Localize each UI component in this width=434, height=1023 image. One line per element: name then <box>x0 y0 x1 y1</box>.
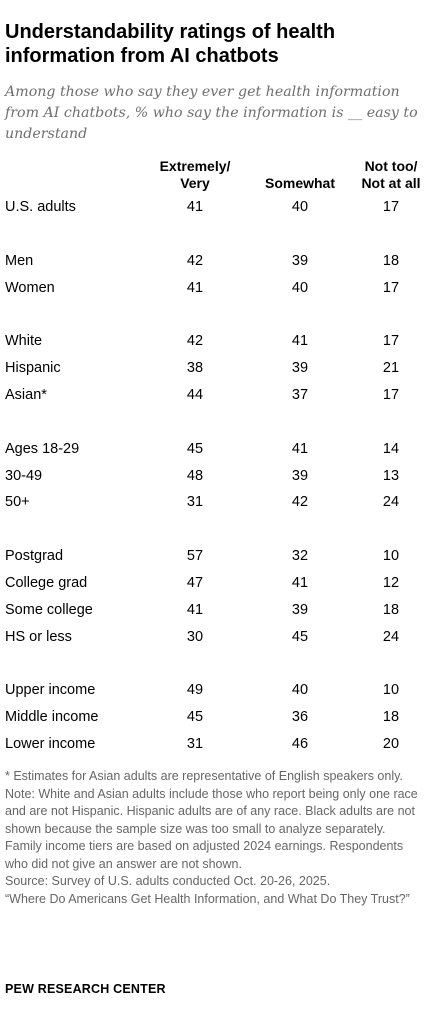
row-label: Hispanic <box>5 360 61 377</box>
value-cell: 21 <box>382 360 400 377</box>
value-cell: 39 <box>291 252 309 269</box>
value-cell: 44 <box>186 387 204 403</box>
row-label: College grad <box>5 575 88 591</box>
value-cell: 41 <box>186 601 204 618</box>
value-cell: 45 <box>186 709 204 726</box>
value-cell: 17 <box>382 387 400 403</box>
row-label: U.S. adults <box>5 199 76 215</box>
row-label: Middle income <box>5 709 99 726</box>
value-cell: 39 <box>291 360 309 377</box>
value-cell: 45 <box>291 628 309 645</box>
value-cell: 39 <box>291 467 309 484</box>
value-cell: 49 <box>186 682 204 699</box>
value-cell: 41 <box>291 575 309 591</box>
value-cell: 18 <box>382 601 400 618</box>
value-cell: 41 <box>291 440 309 457</box>
row-label: Lower income <box>5 736 96 752</box>
value-cell: 10 <box>382 682 400 699</box>
value-cell: 31 <box>186 736 204 752</box>
value-cell: 48 <box>186 467 204 484</box>
chart-subtitle: Among those who say they ever get health… <box>5 84 418 142</box>
source: Source: Survey of U.S. adults conducted … <box>5 874 331 888</box>
value-cell: 39 <box>291 601 309 618</box>
value-cell: 46 <box>291 736 309 752</box>
value-cell: 13 <box>382 467 400 484</box>
value-cell: 20 <box>382 736 400 752</box>
value-cell: 41 <box>291 333 309 350</box>
value-cell: 24 <box>382 494 400 511</box>
value-cell: 42 <box>186 252 204 269</box>
value-cell: 17 <box>382 279 400 296</box>
row-label: White <box>5 333 43 350</box>
row-label: Women <box>5 279 55 296</box>
column-header-1: Somewhat <box>264 175 335 191</box>
value-cell: 40 <box>291 279 309 296</box>
footnote: * Estimates for Asian adults are represe… <box>5 769 403 783</box>
row-label: 30-49 <box>5 467 43 484</box>
value-cell: 37 <box>291 387 309 403</box>
value-cell: 10 <box>382 548 400 565</box>
value-cell: 42 <box>186 333 204 350</box>
notes-section: * Estimates for Asian adults are represe… <box>5 768 425 908</box>
value-cell: 17 <box>382 199 400 215</box>
value-cell: 57 <box>186 548 204 565</box>
row-label: Asian* <box>5 387 47 403</box>
row-label: HS or less <box>5 628 72 645</box>
value-cell: 18 <box>382 252 400 269</box>
row-label: Upper income <box>5 682 96 699</box>
value-cell: 32 <box>291 548 309 565</box>
chart-title: Understandability ratings of health info… <box>5 21 336 67</box>
row-label: Ages 18-29 <box>5 440 80 457</box>
value-cell: 47 <box>186 575 204 591</box>
value-cell: 42 <box>291 494 309 511</box>
value-cell: 12 <box>382 575 400 591</box>
note: Note: White and Asian adults include tho… <box>5 786 418 871</box>
value-cell: 36 <box>291 709 309 726</box>
value-cell: 30 <box>186 628 204 645</box>
row-label: Some college <box>5 601 93 618</box>
value-cell: 40 <box>291 682 309 699</box>
report-title: “Where Do Americans Get Health Informati… <box>5 891 410 906</box>
pew-logo: PEW RESEARCH CENTER <box>5 982 166 996</box>
value-cell: 24 <box>382 628 400 645</box>
value-cell: 41 <box>186 279 204 296</box>
row-label: Postgrad <box>5 548 64 565</box>
value-cell: 41 <box>186 199 204 215</box>
value-cell: 45 <box>186 440 204 457</box>
value-cell: 18 <box>382 709 400 726</box>
value-cell: 17 <box>382 333 400 350</box>
column-header-2: Not too/ Not at all <box>361 158 421 191</box>
value-cell: 38 <box>186 360 204 377</box>
value-cell: 31 <box>186 494 204 511</box>
value-cell: 40 <box>291 199 309 215</box>
row-label: Men <box>5 252 34 269</box>
row-label: 50+ <box>5 494 30 511</box>
column-header-0: Extremely/ Very <box>159 158 231 191</box>
value-cell: 14 <box>382 440 400 457</box>
